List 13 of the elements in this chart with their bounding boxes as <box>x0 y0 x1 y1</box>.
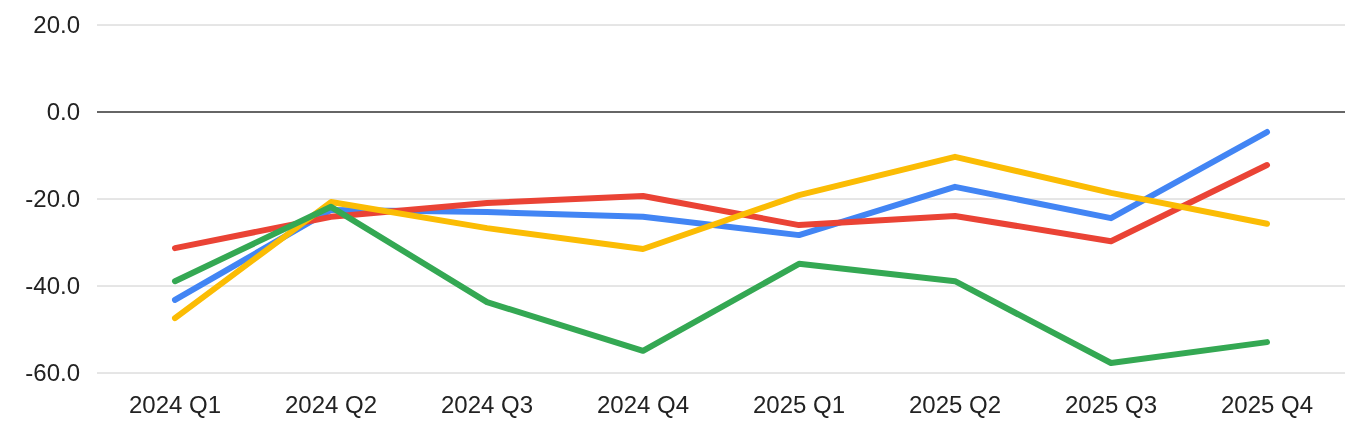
y-tick-label: -60.0 <box>25 359 80 387</box>
x-tick-label: 2025 Q2 <box>908 391 1002 418</box>
y-tick-label: -20.0 <box>25 185 80 213</box>
x-tick-label: 2024 Q3 <box>440 391 534 418</box>
x-tick-label: 2024 Q2 <box>284 391 378 418</box>
y-tick-label: 20.0 <box>33 11 80 39</box>
y-tick-label: 0.0 <box>46 98 80 126</box>
x-tick-label: 2025 Q4 <box>1220 391 1314 418</box>
x-tick-label: 2025 Q1 <box>752 391 846 418</box>
x-tick-label: 2024 Q4 <box>596 391 690 418</box>
x-tick-label: 2025 Q3 <box>1064 391 1158 418</box>
x-tick-label: 2024 Q1 <box>128 391 222 418</box>
y-tick-label: -40.0 <box>25 272 80 300</box>
